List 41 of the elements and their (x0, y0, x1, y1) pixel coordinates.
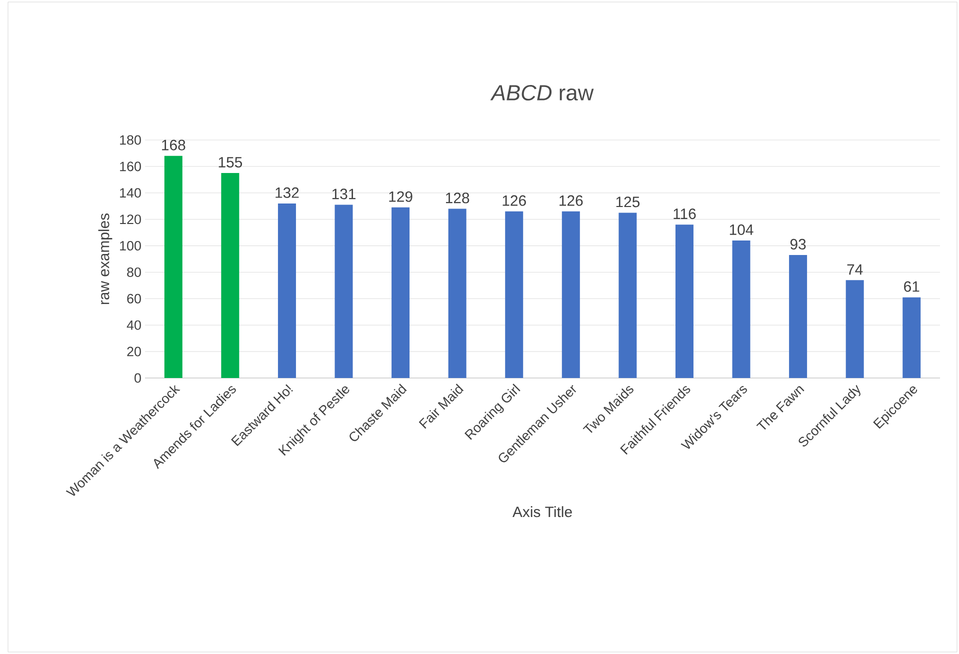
data-label: 116 (674, 208, 696, 220)
bar (732, 240, 750, 378)
y-tick-label: 140 (120, 188, 141, 198)
data-label: 74 (847, 264, 863, 275)
y-tick-label: 60 (127, 294, 141, 304)
data-label: 155 (218, 157, 242, 168)
y-tick-label: 0 (134, 373, 141, 383)
data-label: 126 (560, 195, 583, 206)
y-axis-title: raw examples (98, 213, 112, 304)
data-label: 168 (162, 140, 186, 150)
data-label: 125 (616, 196, 640, 208)
bar (846, 280, 864, 378)
data-label: 93 (790, 238, 806, 250)
bar (902, 297, 921, 378)
bar (392, 207, 410, 378)
y-tick-label: 40 (126, 320, 141, 330)
y-tick-label: 20 (127, 346, 141, 356)
bar (505, 211, 524, 378)
data-label: 126 (502, 195, 526, 206)
bar (562, 211, 580, 378)
y-tick-label: 120 (120, 214, 141, 224)
bar (675, 224, 694, 378)
y-tick-label: 100 (120, 241, 141, 251)
x-axis-title: Axis Title (512, 506, 572, 518)
data-label: 61 (904, 281, 920, 292)
bar (278, 203, 296, 378)
bar (334, 204, 353, 378)
y-tick-label: 160 (120, 162, 141, 172)
bar (618, 212, 637, 378)
y-tick-label: 180 (120, 135, 141, 145)
data-label: 129 (389, 191, 412, 202)
data-label: 128 (446, 192, 470, 204)
bar (448, 208, 466, 378)
bar (789, 255, 808, 378)
bar (164, 156, 182, 378)
chart-title: ABCD raw (490, 84, 594, 100)
data-label: 104 (730, 224, 754, 235)
y-tick-label: 80 (127, 267, 141, 277)
data-label: 132 (276, 187, 299, 198)
data-label: 131 (332, 188, 356, 200)
bar (221, 173, 240, 378)
